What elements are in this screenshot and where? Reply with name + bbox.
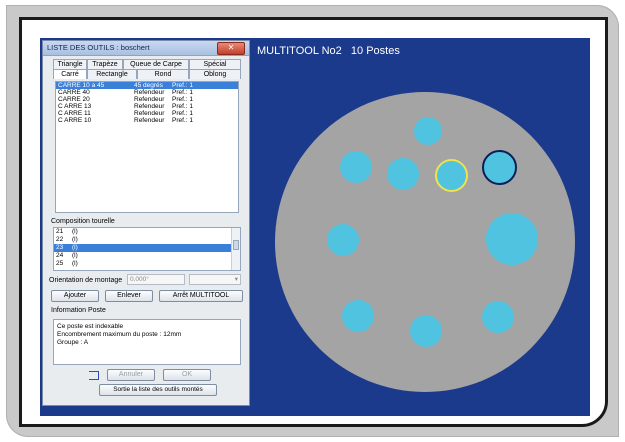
orientation-input[interactable]: 0.000° [127,274,185,285]
list-item[interactable]: C ARRE 10 Refendeur Pref.: 1 [56,117,238,124]
scrollbar-thumb[interactable] [233,240,239,250]
chevron-down-icon: ▾ [234,276,238,283]
application-screenshot: MULTITOOL No2 10 Postes LISTE DES OUTILS… [40,38,590,416]
list-item[interactable]: 25 (l) [54,260,240,268]
station-hole[interactable] [342,300,374,332]
station-number: 25 [56,260,64,267]
station-number: 24 [56,252,64,259]
tool-type: Refendeur [134,110,165,117]
list-item[interactable]: 22 (l) [54,236,240,244]
tab-carre[interactable]: Carré [53,69,87,79]
ok-button[interactable]: OK [163,369,211,381]
tool-pref: Pref.: 1 [172,117,193,124]
tool-list[interactable]: CARRE 10 a 45 45 degrés Pref.: 1 CARRE 4… [55,81,239,213]
exit-list-button[interactable]: Sortie la liste des outils montés [99,384,217,396]
cancel-button[interactable]: Annuler [107,369,155,381]
tool-list-dialog: LISTE DES OUTILS : boschert ✕ Triangle T… [42,40,250,406]
tool-pref: Pref.: 1 [172,103,193,110]
station-hole[interactable] [482,301,514,333]
tool-name: C ARRE 10 [58,117,92,124]
station-hole[interactable] [340,151,372,183]
turret-title: MULTITOOL No2 10 Postes [257,45,400,57]
list-item[interactable]: 21 (l) [54,228,240,236]
tool-pref: Pref.: 1 [172,110,193,117]
list-item[interactable]: CARRE 40 Refendeur Pref.: 1 [56,89,238,96]
tool-name: C ARRE 11 [58,110,91,117]
station-hole[interactable] [327,224,359,256]
tool-type: 45 degrés [134,82,163,89]
add-button[interactable]: Ajouter [51,290,99,302]
orientation-label: Orientation de montage [49,277,123,284]
station-hole-selected[interactable] [435,159,468,192]
tool-name: CARRE 10 a 45 [58,82,105,89]
tool-pref: Pref.: 1 [172,96,193,103]
tool-pref: Pref.: 1 [172,89,193,96]
composition-list[interactable]: 21 (l) 22 (l) 23 (l) 24 (l) 25 (l) [53,227,241,271]
tab-special[interactable]: Spécial [189,59,241,69]
remove-button[interactable]: Enlever [105,290,153,302]
tab-oblong[interactable]: Oblong [189,69,241,79]
station-value: (l) [72,228,78,235]
tool-type: Refendeur [134,117,165,124]
info-panel: Ce poste est indexable Encombrement maxi… [53,319,241,365]
stop-multitool-button[interactable]: Arrêt MULTITOOL [159,290,243,302]
tab-rond[interactable]: Rond [137,69,189,79]
close-icon[interactable]: ✕ [217,42,245,55]
list-item[interactable]: C ARRE 11 Refendeur Pref.: 1 [56,110,238,117]
tab-trapeze[interactable]: Trapèze [87,59,123,69]
info-line: Encombrement maximum du poste : 12mm [57,331,182,338]
orientation-dropdown[interactable]: ▾ [189,274,241,285]
composition-label: Composition tourelle [51,218,115,225]
dialog-title: LISTE DES OUTILS : boschert [47,43,150,52]
station-number: 22 [56,236,64,243]
tool-type: Refendeur [134,96,165,103]
station-number: 21 [56,228,64,235]
station-value: (l) [72,244,78,251]
info-line: Groupe : A [57,339,89,346]
list-item[interactable]: 23 (l) [54,244,240,252]
station-value: (l) [72,252,78,259]
station-number: 23 [56,244,64,251]
tool-name: C ARRE 13 [58,103,92,110]
tool-name: CARRE 20 [58,96,90,103]
station-hole[interactable] [486,213,538,265]
list-item[interactable]: 24 (l) [54,252,240,260]
station-hole[interactable] [410,315,442,347]
station-value: (l) [72,236,78,243]
station-value: (l) [72,260,78,267]
tool-type: Refendeur [134,89,165,96]
list-item[interactable]: C ARRE 13 Refendeur Pref.: 1 [56,103,238,110]
exit-icon[interactable] [89,371,99,380]
tab-queue-de-carpe[interactable]: Queue de Carpe [123,59,189,69]
tool-pref: Pref.: 1 [172,82,193,89]
tab-rectangle[interactable]: Rectangle [87,69,137,79]
dialog-titlebar[interactable]: LISTE DES OUTILS : boschert ✕ [43,41,249,56]
tool-name: CARRE 40 [58,89,90,96]
info-line: Ce poste est indexable [57,323,124,330]
station-hole[interactable] [387,158,419,190]
info-label: Information Poste [51,307,106,314]
station-hole[interactable] [414,117,442,145]
tab-triangle[interactable]: Triangle [53,59,87,69]
list-item[interactable]: CARRE 10 a 45 45 degrés Pref.: 1 [56,82,238,89]
list-item[interactable]: CARRE 20 Refendeur Pref.: 1 [56,96,238,103]
station-hole[interactable] [482,150,517,185]
tool-type: Refendeur [134,103,165,110]
composition-scrollbar[interactable] [231,228,240,270]
